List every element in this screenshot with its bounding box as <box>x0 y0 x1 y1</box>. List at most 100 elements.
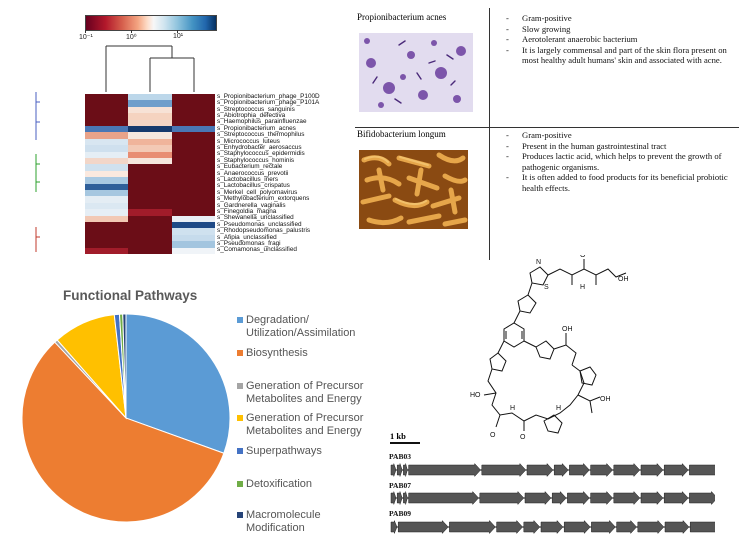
heatmap-cell <box>128 170 173 178</box>
p-acnes-micrograph <box>359 33 473 112</box>
species-label: s_Propionibacterium_phage_P101A <box>217 99 320 107</box>
gene-arrow <box>563 519 591 535</box>
gene-arrow <box>526 462 554 478</box>
chemical-structure: N S H OH O OH HO OH H H O O <box>470 255 629 440</box>
atom-label: OH <box>600 396 611 403</box>
heatmap-cell <box>85 202 129 210</box>
heatmap-cell <box>85 145 129 153</box>
gene-arrow <box>569 462 590 478</box>
cluster-label: PAB07 <box>389 481 411 490</box>
fact-item: Produces lactic acid, which helps to pre… <box>506 151 731 172</box>
heatmap-cell <box>85 126 129 133</box>
legend-label: Metabolites and Energy <box>246 425 362 437</box>
heatmap-cell <box>85 222 129 229</box>
gene-arrow <box>613 490 641 506</box>
legend-label: Generation of Precursor <box>246 412 364 424</box>
cluster-label: PAB03 <box>389 452 411 461</box>
gene-arrow <box>390 491 397 505</box>
heatmap-cell <box>128 183 173 191</box>
atom-label: H <box>580 284 585 291</box>
heatmap-cell <box>85 209 129 217</box>
atom-label: O <box>580 255 586 259</box>
heatmap-cell <box>85 234 129 242</box>
legend-swatch <box>237 317 243 323</box>
gene-arrow <box>616 519 637 535</box>
fact-item: It is often added to food products for i… <box>506 172 731 193</box>
atom-label: OH <box>562 326 573 333</box>
heatmap-cell <box>85 106 129 114</box>
heatmap-cell <box>171 177 216 185</box>
heatmap-cell <box>171 94 216 101</box>
atom-label: O <box>490 432 496 439</box>
species-label: s_Streptococcus_sanguinis <box>217 105 295 113</box>
heatmap-cell <box>85 177 129 185</box>
heatmap-cell <box>128 119 173 127</box>
legend-swatch <box>237 481 243 487</box>
heatmap-cell <box>128 158 173 165</box>
gene-arrow <box>689 490 715 506</box>
legend-label: Macromolecule <box>246 509 321 521</box>
species-label: s_Merkel_cell_polyomavirus <box>217 188 298 196</box>
pie-slice <box>125 313 231 454</box>
heatmap-cell <box>171 113 216 121</box>
heatmap-cell <box>128 190 173 197</box>
heatmap-cell <box>171 100 216 108</box>
species-label: s_Shewanella_unclassified <box>217 214 294 222</box>
atom-label: OH <box>618 276 629 283</box>
heatmap-cell <box>171 126 216 133</box>
gene-arrow <box>637 519 665 535</box>
heatmap-cell <box>171 222 216 229</box>
gene-arrow <box>640 462 664 478</box>
gene-arrow <box>396 491 403 505</box>
gene-arrow <box>396 463 403 477</box>
gene-arrow <box>613 462 641 478</box>
species-label: s_Pseudomonas_unclassified <box>217 220 302 228</box>
legend-item: Detoxification <box>237 478 312 491</box>
gene-arrow <box>390 463 397 477</box>
heatmap-cell <box>128 113 173 121</box>
legend-label: Modification <box>246 522 305 534</box>
pie-slice <box>21 341 225 523</box>
heatmap-cell <box>85 190 129 197</box>
heatmap-panel: 10⁻¹ 10⁰ 10¹ s_Propionibacterium_phage_P… <box>0 0 345 270</box>
legend-swatch <box>237 350 243 356</box>
fact-item: Aerotolerant anaerobic bacterium <box>506 34 731 45</box>
species-label: s_Haemophilus_parainfluenzae <box>217 118 307 126</box>
heatmap-cell <box>171 151 216 159</box>
colorbar-tick-label: 10¹ <box>173 33 184 40</box>
table-vertical-divider <box>489 8 490 260</box>
heatmap-cell <box>85 228 129 236</box>
row-dendrogram <box>35 92 40 252</box>
heatmap-cell <box>128 151 173 159</box>
heatmap-cell <box>128 94 173 101</box>
scale-label: 1 kb <box>390 431 406 441</box>
species-label: s_Micrococcus_luteus <box>217 137 280 145</box>
heatmap-cell <box>171 158 216 165</box>
pie-chart <box>21 313 231 523</box>
heatmap-cell <box>171 164 216 172</box>
legend-item: Generation of Precursor Metabolites and E… <box>237 380 363 406</box>
pie-chart-panel: Functional Pathways Degradation/Utilizat… <box>0 280 390 554</box>
bacterium-name: Bifidobacterium longum <box>357 129 446 139</box>
fact-item: Gram-positive <box>506 130 731 141</box>
heatmap-cell <box>128 202 173 210</box>
heatmap-grid <box>85 94 216 255</box>
heatmap-cell <box>128 222 173 229</box>
table-horizontal-divider <box>355 127 739 128</box>
heatmap-cell <box>171 234 216 242</box>
micrograph-svg <box>359 33 473 112</box>
heatmap-cell <box>171 228 216 236</box>
heatmap-cell <box>85 164 129 172</box>
heatmap-cell <box>128 126 173 133</box>
legend-item: Superpathways <box>237 445 322 458</box>
heatmap-cell <box>171 190 216 197</box>
heatmap-cell <box>171 119 216 127</box>
heatmap-cell <box>85 170 129 178</box>
pie-slice <box>122 313 127 419</box>
heatmap-cell <box>128 215 173 223</box>
atom-label: S <box>544 284 549 291</box>
fact-item: Present in the human gastrointestinal tr… <box>506 141 731 152</box>
scale-bar <box>390 442 420 444</box>
heatmap-cell <box>85 113 129 121</box>
legend-swatch <box>237 383 243 389</box>
